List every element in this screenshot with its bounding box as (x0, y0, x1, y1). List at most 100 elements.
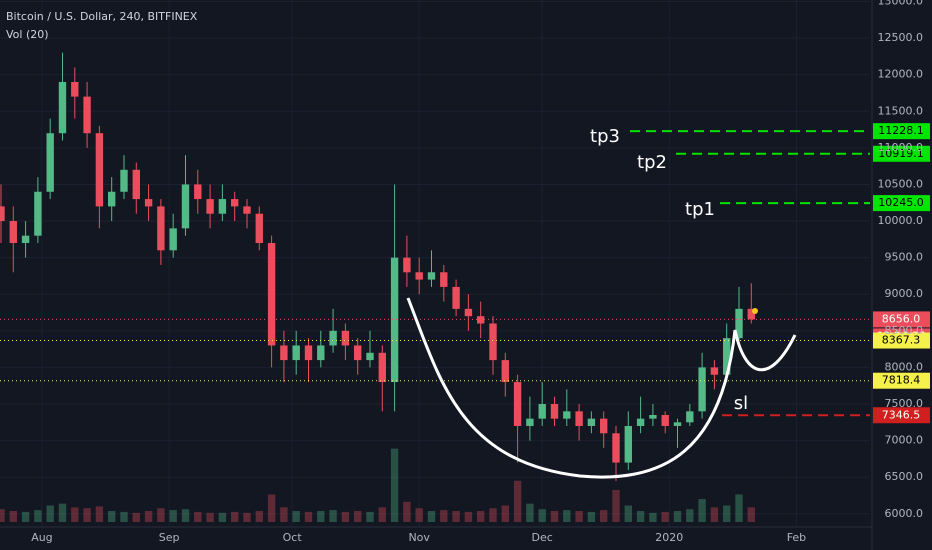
price-label-box (873, 311, 930, 328)
volume-bar (636, 511, 645, 522)
candle-body (624, 425, 632, 463)
volume-bar (95, 506, 104, 522)
candle-body (378, 352, 386, 383)
candle-body (366, 352, 374, 361)
volume-bar (710, 507, 719, 522)
x-tick-label: Aug (31, 531, 52, 544)
candle-body (218, 199, 227, 214)
volume-bar (477, 511, 485, 522)
candle-body (710, 367, 719, 375)
volume-bar (58, 503, 67, 522)
candle-body (243, 206, 251, 214)
x-tick-label: Nov (408, 531, 430, 544)
candle-body (206, 199, 214, 214)
volume-bar (0, 509, 5, 522)
price-label: 7818.4 (882, 374, 921, 387)
volume-bar (46, 505, 54, 522)
candle-body (181, 184, 190, 229)
candle-body (649, 414, 657, 419)
volume-bar (600, 510, 608, 522)
y-tick-label: 9500.0 (885, 251, 924, 264)
volume-bar (698, 499, 706, 522)
volume-bar (243, 512, 251, 522)
y-tick-label: 7500.0 (885, 397, 924, 410)
candle-body (71, 81, 79, 97)
annotation: tp3 (590, 126, 620, 147)
candle-body (9, 221, 17, 243)
candle-body (304, 345, 313, 361)
price-label: 8656.0 (882, 312, 921, 325)
volume-bar (317, 511, 325, 522)
volume-bar (132, 512, 140, 522)
volume-bar (144, 511, 153, 522)
volume-bar (686, 509, 694, 522)
volume-bar (120, 511, 128, 522)
volume-bar (206, 512, 214, 522)
candle-body (464, 308, 473, 317)
candle-body (563, 411, 571, 419)
candle-body (390, 257, 399, 383)
volume-bar (230, 511, 239, 522)
volume-bar (169, 510, 177, 522)
candle-body (673, 422, 682, 426)
volume-bar (747, 507, 755, 522)
candle-body (132, 169, 140, 200)
volume-bar (587, 511, 596, 522)
candle-body (267, 242, 276, 346)
volume-bar (526, 503, 534, 522)
candle-body (329, 330, 337, 346)
volume-bar (673, 511, 682, 522)
candle-body (58, 81, 67, 134)
price-label: 7346.5 (882, 408, 921, 421)
volume-bar (267, 494, 276, 522)
volume-bar (34, 510, 42, 522)
y-tick-label: 10500.0 (878, 177, 924, 190)
volume-bar (489, 508, 497, 522)
candle-body (95, 133, 104, 207)
volume-bar (403, 501, 411, 522)
candle-body (317, 345, 325, 361)
volume-pane (0, 448, 755, 522)
volume-bar (501, 505, 509, 522)
volume-bar (563, 510, 571, 522)
volume-bar (415, 508, 423, 522)
candle-body (427, 272, 436, 280)
candle-body (120, 169, 128, 192)
chart-title: Bitcoin / U.S. Dollar, 240, BITFINEX (6, 10, 198, 23)
price-label: 11228.1 (878, 124, 924, 137)
candle-body (354, 345, 362, 361)
y-tick-label: 11000.0 (878, 141, 924, 154)
candle-body (280, 345, 288, 361)
volume-bar (304, 511, 313, 522)
volume-bar (624, 505, 632, 522)
price-label-box (873, 407, 930, 424)
candle-body (144, 199, 153, 207)
candle-body (538, 404, 546, 419)
volume-bar (292, 511, 300, 522)
candle-body (415, 272, 423, 280)
volume-bar (255, 511, 263, 522)
candle-body (83, 96, 91, 134)
candle-body (489, 323, 497, 361)
volume-bar (366, 511, 374, 522)
volume-bar (107, 511, 116, 522)
candle-body (686, 411, 694, 423)
y-tick-label: 9000.0 (885, 287, 924, 300)
candle-body (0, 206, 5, 222)
volume-bar (71, 507, 79, 522)
candle-body (169, 228, 177, 251)
price-label: 10919.1 (878, 147, 924, 160)
price-label-box (873, 123, 930, 140)
volume-bar (575, 511, 583, 522)
volume-bar (181, 509, 190, 522)
candle-body (612, 433, 620, 463)
x-tick-label: Sep (159, 531, 180, 544)
candle-body (513, 382, 522, 426)
axes: 6000.0 6500.0 7000.0 7500.0 8000.0 8500.0 9000… (31, 0, 923, 544)
candle-body (157, 206, 165, 251)
candle-body (526, 418, 534, 426)
candle-body (735, 308, 743, 339)
candle-body (230, 199, 239, 207)
